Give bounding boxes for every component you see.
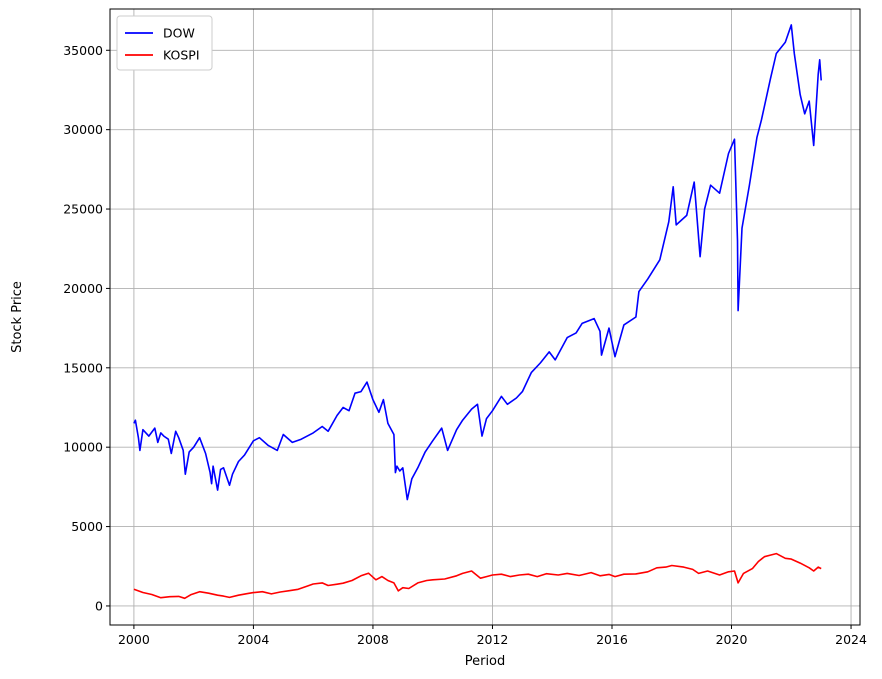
x-axis-label: Period (465, 654, 506, 669)
x-tick-label: 2004 (238, 632, 270, 647)
y-tick-label: 10000 (63, 440, 103, 455)
y-tick-label: 25000 (63, 202, 103, 217)
plot-frame (109, 8, 861, 626)
x-tick-label: 2016 (596, 632, 628, 647)
grid (110, 9, 860, 625)
y-tick-label: 0 (95, 598, 103, 613)
x-tick-label: 2020 (716, 632, 748, 647)
legend-label-kospi: KOSPI (163, 48, 200, 63)
series-line-kospi (133, 552, 822, 600)
legend: DOW KOSPI (116, 15, 213, 71)
y-axis-label: Stock Price (10, 281, 25, 353)
series-lines (133, 24, 822, 600)
x-tick-label: 2012 (477, 632, 509, 647)
y-axis-ticks: 0 5000 10000 15000 20000 25000 30000 35000 (63, 43, 110, 613)
y-tick-label: 35000 (63, 43, 103, 58)
y-tick-label: 5000 (71, 519, 103, 534)
y-tick-label: 20000 (63, 281, 103, 296)
legend-label-dow: DOW (163, 26, 195, 41)
x-axis-ticks: 2000 2004 2008 2012 2016 2020 2024 (118, 625, 867, 647)
y-tick-label: 30000 (63, 122, 103, 137)
legend-box (116, 15, 213, 71)
x-tick-label: 2008 (357, 632, 389, 647)
x-tick-label: 2024 (835, 632, 867, 647)
y-tick-label: 15000 (63, 360, 103, 375)
x-tick-label: 2000 (118, 632, 150, 647)
series-line-dow (133, 24, 822, 501)
